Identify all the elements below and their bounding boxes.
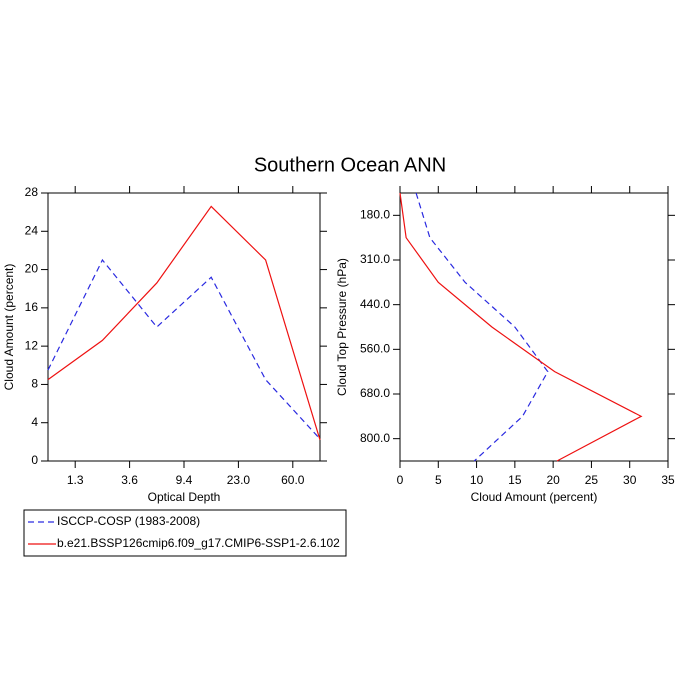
plot-frame <box>399 192 669 462</box>
legend-label: b.e21.BSSP126cmip6.f09_g17.CMIP6-SSP1-2.… <box>57 536 340 550</box>
data-line <box>47 205 321 441</box>
data-line <box>47 258 321 440</box>
y-tick-label: 440.0 <box>360 297 390 311</box>
x-tick-label: 3.6 <box>121 473 138 487</box>
x-tick-label: 30 <box>623 473 637 487</box>
y-tick-label: 800.0 <box>360 431 390 445</box>
y-tick-label: 20 <box>25 262 39 276</box>
x-tick-label: 0 <box>397 473 404 487</box>
y-tick-label: 0 <box>31 453 38 467</box>
x-tick-label: 1.3 <box>67 473 84 487</box>
plot-frame <box>47 192 321 462</box>
y-tick-label: 310.0 <box>360 252 390 266</box>
y-tick-label: 180.0 <box>360 208 390 222</box>
y-tick-label: 8 <box>31 377 38 391</box>
y-tick-label: 560.0 <box>360 342 390 356</box>
y-tick-label: 680.0 <box>360 386 390 400</box>
x-tick-label: 5 <box>435 473 442 487</box>
y-tick-label: 16 <box>25 300 39 314</box>
y-axis-label: Cloud Amount (percent) <box>2 264 16 391</box>
y-tick-label: 4 <box>31 415 38 429</box>
y-tick-label: 28 <box>25 185 39 199</box>
y-tick-label: 24 <box>25 223 39 237</box>
legend-box <box>23 509 347 557</box>
y-axis-label: Cloud Top Pressure (hPa) <box>335 258 349 396</box>
x-tick-label: 60.0 <box>281 473 305 487</box>
x-tick-label: 23.0 <box>227 473 251 487</box>
x-tick-label: 35 <box>661 473 675 487</box>
x-tick-label: 25 <box>585 473 599 487</box>
x-tick-label: 15 <box>508 473 522 487</box>
y-tick-label: 12 <box>25 338 39 352</box>
data-line <box>399 192 643 462</box>
x-tick-label: 20 <box>546 473 560 487</box>
x-axis-label: Cloud Amount (percent) <box>471 490 598 504</box>
data-line <box>415 192 549 462</box>
x-tick-label: 9.4 <box>176 473 193 487</box>
chart-title: Southern Ocean ANN <box>254 154 446 176</box>
x-axis-label: Optical Depth <box>148 490 221 504</box>
legend-label: ISCCP-COSP (1983-2008) <box>57 514 200 528</box>
x-tick-label: 10 <box>470 473 484 487</box>
